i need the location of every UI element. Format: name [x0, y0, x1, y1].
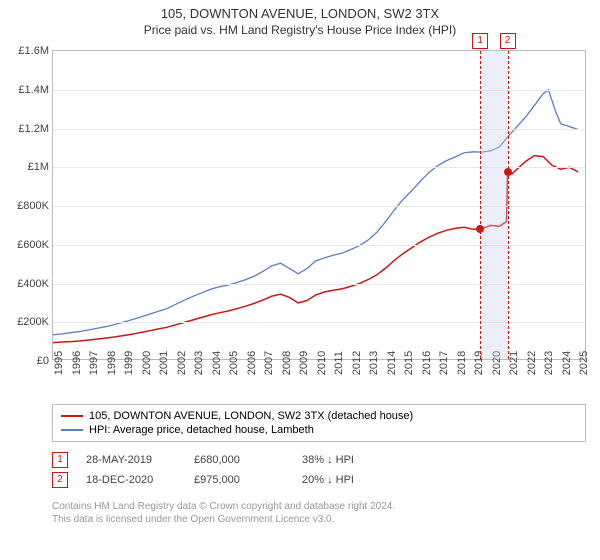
x-tick-label: 1999 [123, 351, 135, 375]
legend-box: 105, DOWNTON AVENUE, LONDON, SW2 3TX (de… [52, 404, 586, 442]
point-marker [476, 225, 484, 233]
x-tick-label: 2006 [246, 351, 258, 375]
x-tick-label: 2004 [211, 351, 223, 375]
x-tick-label: 2000 [141, 351, 153, 375]
y-tick-label: £1.4M [18, 84, 49, 96]
x-tick-label: 2003 [193, 351, 205, 375]
x-tick-label: 2013 [368, 351, 380, 375]
event-band [480, 51, 507, 359]
x-tick-label: 2010 [316, 351, 328, 375]
x-tick-label: 1995 [53, 351, 65, 375]
x-tick-label: 2025 [578, 351, 590, 375]
x-tick-label: 2012 [351, 351, 363, 375]
event-row: 2 18-DEC-2020 £975,000 20% ↓ HPI [52, 470, 392, 490]
x-tick-label: 2014 [386, 351, 398, 375]
x-tick-label: 2001 [158, 351, 170, 375]
y-tick-label: £0 [37, 355, 49, 367]
event-date: 18-DEC-2020 [86, 474, 176, 486]
event-marker-box: 2 [52, 472, 68, 488]
x-tick-label: 2007 [263, 351, 275, 375]
point-marker [504, 168, 512, 176]
event-delta: 20% ↓ HPI [302, 474, 392, 486]
x-tick-label: 2008 [281, 351, 293, 375]
event-line [480, 51, 481, 359]
footer-attribution: Contains HM Land Registry data © Crown c… [52, 500, 395, 526]
x-tick-label: 1998 [106, 351, 118, 375]
legend-label: HPI: Average price, detached house, Lamb… [89, 424, 314, 436]
y-tick-label: £400K [17, 278, 49, 290]
event-date: 28-MAY-2019 [86, 454, 176, 466]
x-tick-label: 2024 [561, 351, 573, 375]
legend-row-price-paid: 105, DOWNTON AVENUE, LONDON, SW2 3TX (de… [61, 409, 577, 423]
event-delta: 38% ↓ HPI [302, 454, 392, 466]
legend-label: 105, DOWNTON AVENUE, LONDON, SW2 3TX (de… [89, 410, 413, 422]
x-tick-label: 2022 [526, 351, 538, 375]
y-tick-label: £1.2M [18, 123, 49, 135]
x-tick-label: 2002 [176, 351, 188, 375]
plot-area: £0£200K£400K£600K£800K£1M£1.2M£1.4M£1.6M… [52, 50, 586, 360]
x-tick-label: 2016 [421, 351, 433, 375]
event-marker-box: 1 [52, 452, 68, 468]
event-marker-box: 1 [472, 33, 488, 49]
y-tick-label: £200K [17, 316, 49, 328]
event-price: £680,000 [194, 454, 284, 466]
x-tick-label: 2009 [298, 351, 310, 375]
y-tick-label: £800K [17, 200, 49, 212]
legend-swatch [61, 429, 83, 431]
x-tick-label: 2021 [508, 351, 520, 375]
x-tick-label: 2011 [333, 351, 345, 375]
y-tick-label: £1.6M [18, 45, 49, 57]
footer-line: Contains HM Land Registry data © Crown c… [52, 500, 395, 513]
y-tick-label: £1M [28, 161, 49, 173]
legend-row-hpi: HPI: Average price, detached house, Lamb… [61, 423, 577, 437]
x-tick-label: 1997 [88, 351, 100, 375]
x-tick-label: 2017 [438, 351, 450, 375]
event-table: 1 28-MAY-2019 £680,000 38% ↓ HPI 2 18-DEC-202… [52, 450, 392, 490]
x-tick-label: 2005 [228, 351, 240, 375]
event-row: 1 28-MAY-2019 £680,000 38% ↓ HPI [52, 450, 392, 470]
chart-title: 105, DOWNTON AVENUE, LONDON, SW2 3TX [0, 0, 600, 21]
x-tick-label: 2023 [543, 351, 555, 375]
y-tick-label: £600K [17, 239, 49, 251]
event-price: £975,000 [194, 474, 284, 486]
event-line [508, 51, 509, 359]
footer-line: This data is licensed under the Open Gov… [52, 513, 395, 526]
chart-container: 105, DOWNTON AVENUE, LONDON, SW2 3TX Pri… [0, 0, 600, 560]
x-tick-label: 1996 [71, 351, 83, 375]
legend-swatch [61, 415, 83, 417]
x-tick-label: 2015 [403, 351, 415, 375]
event-marker-box: 2 [500, 33, 516, 49]
x-tick-label: 2018 [456, 351, 468, 375]
